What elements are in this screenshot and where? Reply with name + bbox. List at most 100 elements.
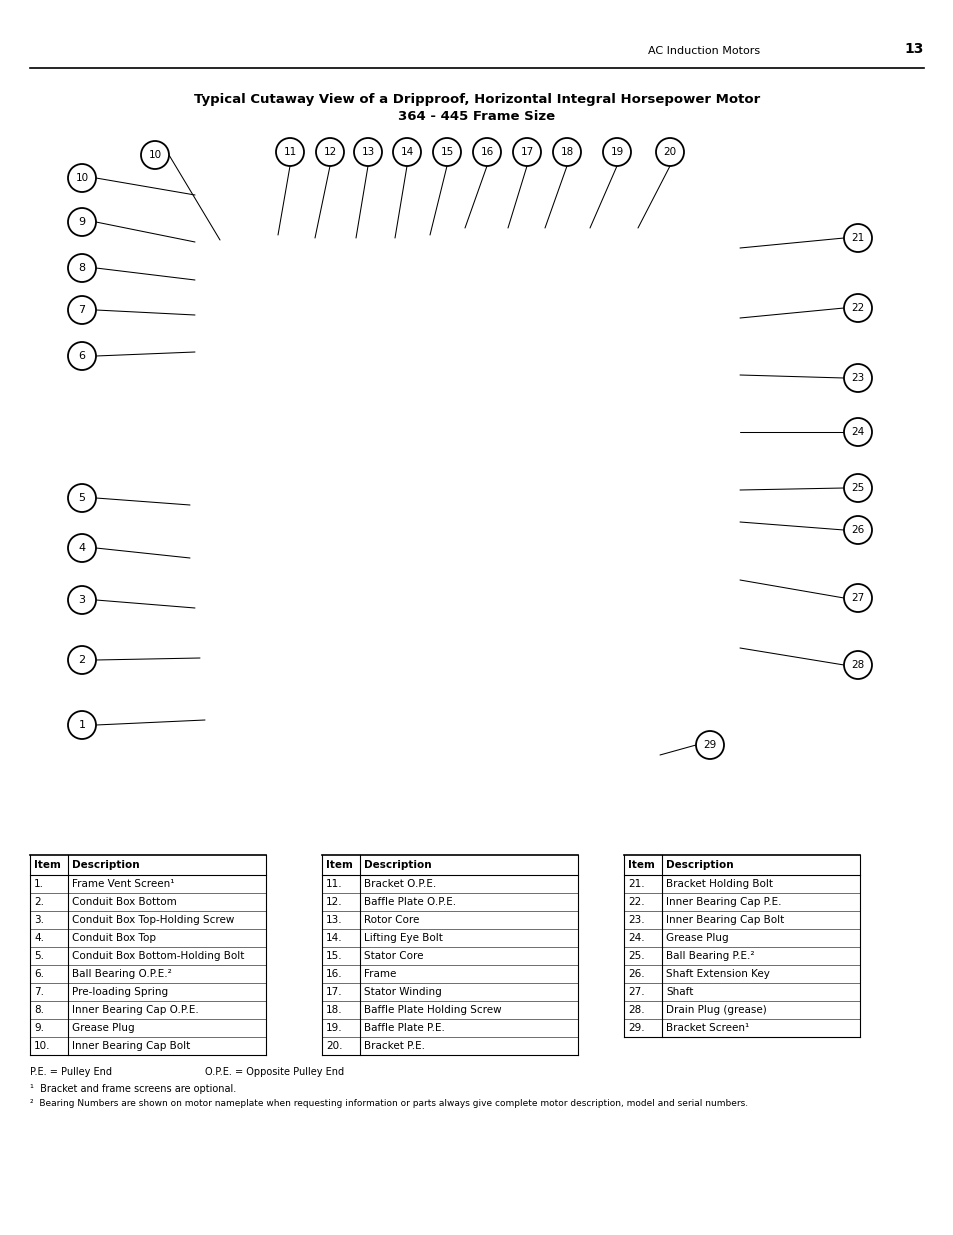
Text: Item: Item [627, 860, 654, 869]
Text: 15.: 15. [326, 951, 342, 961]
Text: Bracket O.P.E.: Bracket O.P.E. [364, 879, 436, 889]
Circle shape [843, 584, 871, 613]
Text: Rotor Core: Rotor Core [364, 915, 419, 925]
Text: 16: 16 [480, 147, 493, 157]
Text: 15: 15 [440, 147, 453, 157]
Text: 27: 27 [850, 593, 863, 603]
Text: 5.: 5. [34, 951, 44, 961]
Text: Baffle Plate Holding Screw: Baffle Plate Holding Screw [364, 1005, 501, 1015]
Text: 17.: 17. [326, 987, 342, 997]
Text: Item: Item [34, 860, 61, 869]
Text: 8: 8 [78, 263, 86, 273]
Circle shape [602, 138, 630, 165]
Circle shape [68, 585, 96, 614]
Text: 11.: 11. [326, 879, 342, 889]
Text: 8.: 8. [34, 1005, 44, 1015]
Circle shape [68, 164, 96, 191]
Text: Drain Plug (grease): Drain Plug (grease) [665, 1005, 766, 1015]
Text: 23.: 23. [627, 915, 644, 925]
Text: Item: Item [326, 860, 353, 869]
Text: 12.: 12. [326, 897, 342, 906]
Text: 16.: 16. [326, 969, 342, 979]
Text: 2.: 2. [34, 897, 44, 906]
Text: 13.: 13. [326, 915, 342, 925]
Text: 6.: 6. [34, 969, 44, 979]
Text: 18: 18 [559, 147, 573, 157]
Text: 14.: 14. [326, 932, 342, 944]
Text: 18.: 18. [326, 1005, 342, 1015]
Text: Bracket Holding Bolt: Bracket Holding Bolt [665, 879, 772, 889]
Text: Typical Cutaway View of a Dripproof, Horizontal Integral Horsepower Motor: Typical Cutaway View of a Dripproof, Hor… [193, 94, 760, 106]
Text: 26: 26 [850, 525, 863, 535]
Text: ²  Bearing Numbers are shown on motor nameplate when requesting information or p: ² Bearing Numbers are shown on motor nam… [30, 1099, 747, 1108]
Text: 23: 23 [850, 373, 863, 383]
Text: Frame: Frame [364, 969, 395, 979]
Text: 13: 13 [361, 147, 375, 157]
Text: O.P.E. = Opposite Pulley End: O.P.E. = Opposite Pulley End [205, 1067, 344, 1077]
Text: Pre-loading Spring: Pre-loading Spring [71, 987, 168, 997]
Text: 10: 10 [149, 149, 161, 161]
Text: 29.: 29. [627, 1023, 644, 1032]
Text: 24: 24 [850, 427, 863, 437]
Circle shape [68, 254, 96, 282]
Text: 27.: 27. [627, 987, 644, 997]
Text: Stator Core: Stator Core [364, 951, 423, 961]
Circle shape [433, 138, 460, 165]
Circle shape [68, 296, 96, 324]
Text: 1: 1 [78, 720, 86, 730]
Text: Frame Vent Screen¹: Frame Vent Screen¹ [71, 879, 174, 889]
Text: 14: 14 [400, 147, 414, 157]
Circle shape [843, 516, 871, 543]
Text: 10: 10 [75, 173, 89, 183]
Text: Ball Bearing O.P.E.²: Ball Bearing O.P.E.² [71, 969, 172, 979]
Text: Grease Plug: Grease Plug [71, 1023, 134, 1032]
Text: 7.: 7. [34, 987, 44, 997]
Text: 10.: 10. [34, 1041, 51, 1051]
Text: Description: Description [71, 860, 139, 869]
Text: Description: Description [665, 860, 733, 869]
Circle shape [68, 646, 96, 674]
Circle shape [354, 138, 381, 165]
Text: 5: 5 [78, 493, 86, 503]
Text: 28.: 28. [627, 1005, 644, 1015]
Circle shape [843, 474, 871, 501]
Circle shape [68, 534, 96, 562]
Text: Baffle Plate P.E.: Baffle Plate P.E. [364, 1023, 444, 1032]
Circle shape [843, 364, 871, 391]
Text: 19.: 19. [326, 1023, 342, 1032]
Text: 21.: 21. [627, 879, 644, 889]
Text: Conduit Box Bottom-Holding Bolt: Conduit Box Bottom-Holding Bolt [71, 951, 244, 961]
Text: Lifting Eye Bolt: Lifting Eye Bolt [364, 932, 442, 944]
Text: 11: 11 [283, 147, 296, 157]
Circle shape [656, 138, 683, 165]
Circle shape [473, 138, 500, 165]
Circle shape [553, 138, 580, 165]
Circle shape [393, 138, 420, 165]
Text: 9.: 9. [34, 1023, 44, 1032]
Circle shape [68, 484, 96, 513]
Text: 25: 25 [850, 483, 863, 493]
Text: 7: 7 [78, 305, 86, 315]
Text: Inner Bearing Cap O.P.E.: Inner Bearing Cap O.P.E. [71, 1005, 198, 1015]
Text: Conduit Box Bottom: Conduit Box Bottom [71, 897, 176, 906]
Text: 3.: 3. [34, 915, 44, 925]
Text: 28: 28 [850, 659, 863, 671]
Text: P.E. = Pulley End: P.E. = Pulley End [30, 1067, 112, 1077]
Circle shape [843, 417, 871, 446]
Text: 22.: 22. [627, 897, 644, 906]
Circle shape [68, 207, 96, 236]
Text: AC Induction Motors: AC Induction Motors [647, 46, 760, 56]
Bar [110, 128, 840, 739]
Text: Inner Bearing Cap P.E.: Inner Bearing Cap P.E. [665, 897, 781, 906]
Text: 2: 2 [78, 655, 86, 664]
Text: Grease Plug: Grease Plug [665, 932, 728, 944]
Text: Shaft: Shaft [665, 987, 693, 997]
Text: 1.: 1. [34, 879, 44, 889]
Text: ¹  Bracket and frame screens are optional.: ¹ Bracket and frame screens are optional… [30, 1084, 236, 1094]
Circle shape [843, 224, 871, 252]
Text: 25.: 25. [627, 951, 644, 961]
Circle shape [843, 651, 871, 679]
Circle shape [696, 731, 723, 760]
Text: Ball Bearing P.E.²: Ball Bearing P.E.² [665, 951, 754, 961]
Text: 364 - 445 Frame Size: 364 - 445 Frame Size [398, 110, 555, 124]
